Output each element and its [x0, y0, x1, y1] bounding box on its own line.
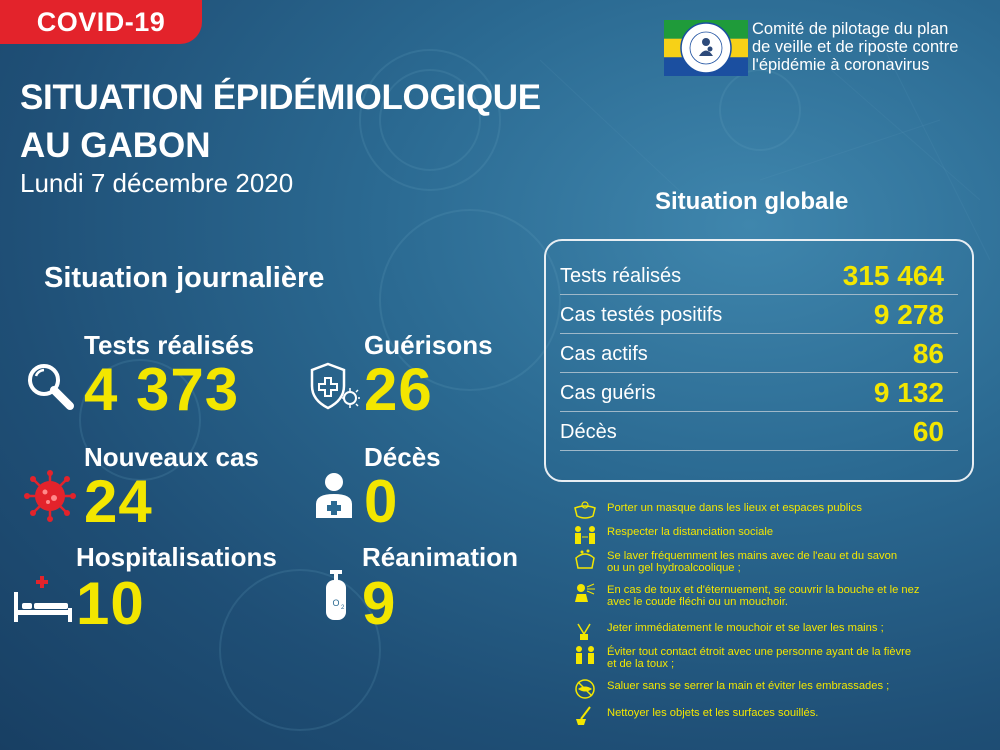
- measure-text: Se laver fréquemment les mains avec de l…: [607, 550, 898, 574]
- global-stats-box: [544, 239, 974, 482]
- recoveries-label: Guérisons: [364, 330, 493, 360]
- report-date: Lundi 7 décembre 2020: [20, 168, 294, 198]
- measure-text: Respecter la distanciation sociale: [607, 526, 774, 538]
- svg-text:2: 2: [341, 605, 345, 611]
- global-row-label: Cas testés positifs: [560, 304, 723, 326]
- committee-line: de veille et de riposte contre: [752, 38, 959, 56]
- measure-text: Éviter tout contact étroit avec une pers…: [607, 646, 912, 670]
- committee-line: Comité de pilotage du plan: [752, 20, 949, 38]
- tissue-icon: [577, 623, 591, 640]
- global-row-label: Cas guéris: [560, 382, 656, 404]
- person-cross-icon: [316, 473, 352, 518]
- icu-value: 9: [362, 570, 397, 637]
- global-row: Tests réalisés 315 464: [560, 255, 958, 295]
- committee-name: Comité de pilotage du plan de veille et …: [752, 20, 992, 74]
- global-row-value: 86: [912, 338, 944, 369]
- no-contact-icon: [576, 646, 594, 664]
- global-row: Décès 60: [560, 411, 958, 451]
- global-row-value: 9 278: [873, 299, 944, 330]
- daily-section-title: Situation journalière: [44, 262, 325, 294]
- hospitalisations-label: Hospitalisations: [76, 542, 277, 572]
- measure-text: Jeter immédiatement le mouchoir et se la…: [607, 622, 884, 634]
- recoveries-value: 26: [364, 356, 433, 423]
- measure-text: En cas de toux et d'éternuement, se couv…: [607, 584, 920, 608]
- no-handshake-icon: [575, 679, 595, 699]
- page-title-country: AU GABON: [20, 126, 211, 165]
- hospitalisations-value: 10: [76, 570, 145, 637]
- virus-icon: [24, 470, 76, 522]
- cleaning-icon: [576, 706, 591, 725]
- measure-text: Nettoyer les objets et les surfaces soui…: [607, 707, 819, 719]
- global-row-value: 60: [912, 416, 944, 447]
- cough-icon: [575, 583, 595, 602]
- handwash-icon: [575, 549, 595, 569]
- gabon-emblem-logo: [664, 20, 748, 76]
- icu-label: Réanimation: [362, 542, 519, 572]
- global-row-value: 315 464: [842, 260, 944, 291]
- oxygen-tank-icon: O 2: [326, 570, 346, 620]
- deaths-value: 0: [364, 468, 399, 535]
- measure-text: Saluer sans se serrer la main et éviter …: [607, 680, 890, 692]
- global-row-label: Tests réalisés: [560, 265, 682, 287]
- mask-icon: [574, 501, 596, 519]
- global-row-value: 9 132: [873, 377, 944, 408]
- global-section-title: Situation globale: [655, 188, 849, 215]
- global-row-label: Décès: [560, 421, 617, 443]
- deaths-label: Décès: [364, 442, 441, 472]
- global-row: Cas guéris 9 132: [560, 372, 958, 412]
- svg-text:O: O: [332, 598, 339, 608]
- new-cases-label: Nouveaux cas: [84, 442, 259, 472]
- page-title: SITUATION ÉPIDÉMIOLOGIQUE: [20, 78, 541, 117]
- global-row: Cas actifs 86: [560, 333, 958, 373]
- shield-virus-icon: [310, 362, 360, 410]
- distancing-icon: [575, 526, 595, 544]
- measure-text: Porter un masque dans les lieux et espac…: [607, 502, 862, 514]
- committee-line: l'épidémie à coronavirus: [752, 56, 930, 74]
- global-row: Cas testés positifs 9 278: [560, 294, 958, 334]
- covid-badge: COVID-19: [0, 0, 202, 44]
- new-cases-value: 24: [84, 468, 153, 535]
- magnifier-icon: [28, 364, 74, 410]
- tests-value: 4 373: [84, 356, 240, 423]
- hospital-bed-icon: [14, 576, 72, 622]
- tests-label: Tests réalisés: [84, 330, 255, 360]
- global-row-label: Cas actifs: [560, 343, 648, 365]
